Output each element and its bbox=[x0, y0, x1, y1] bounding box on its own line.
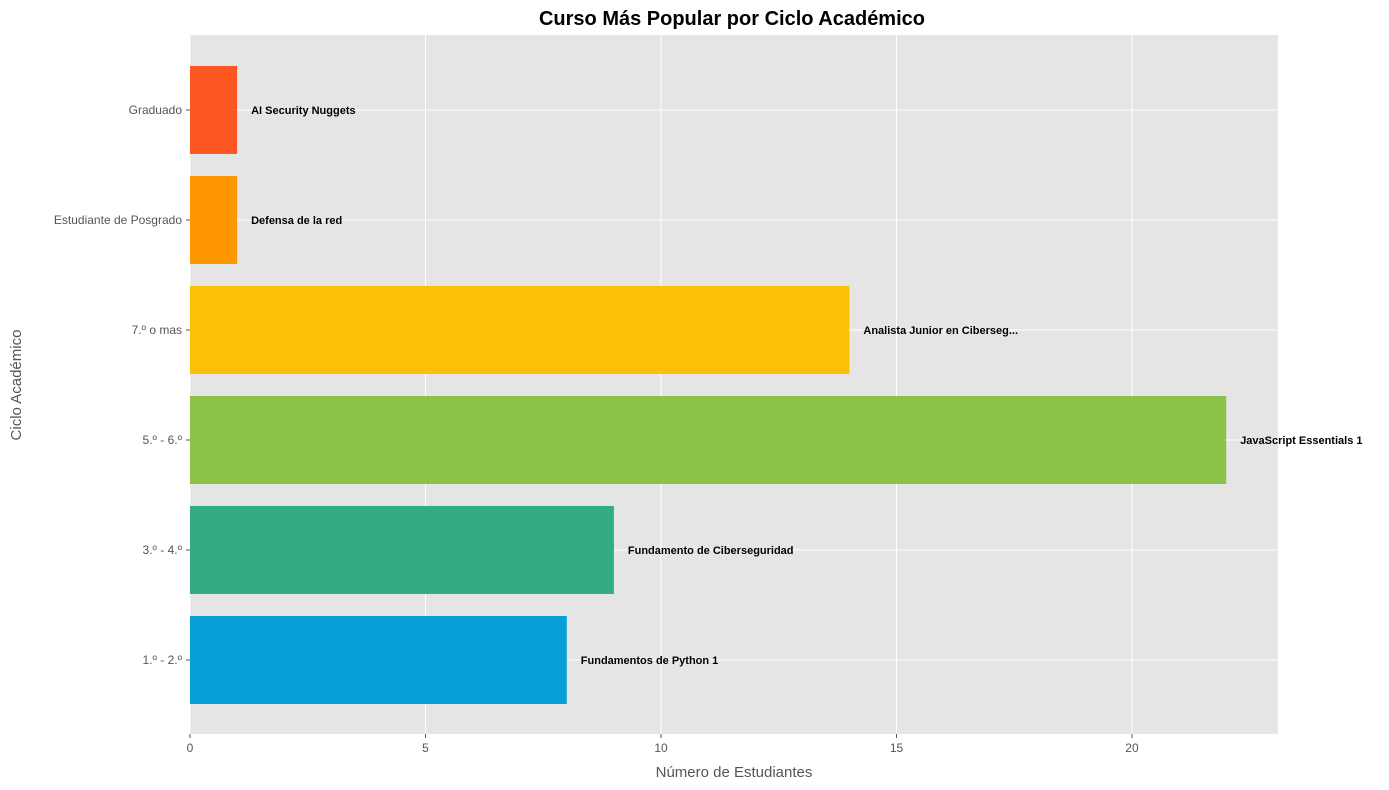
y-tick-label: 1.º - 2.º bbox=[143, 653, 183, 667]
bar bbox=[190, 616, 567, 704]
y-axis-ticks: 1.º - 2.º 3.º - 4.º 5.º - 6.º 7.º o mas Estu… bbox=[54, 103, 190, 667]
y-axis-label: Ciclo Académico bbox=[8, 330, 25, 441]
bar bbox=[190, 176, 238, 264]
bar-label: Fundamentos de Python 1 bbox=[581, 655, 719, 667]
x-tick-label: 10 bbox=[654, 741, 668, 755]
x-tick-label: 20 bbox=[1125, 741, 1139, 755]
y-tick-label: Graduado bbox=[129, 103, 183, 117]
bar-label: Defensa de la red bbox=[251, 215, 342, 227]
y-tick-label: 5.º - 6.º bbox=[143, 433, 183, 447]
bar bbox=[190, 396, 1227, 484]
bars bbox=[190, 66, 1227, 704]
bar-label: Analista Junior en Ciberseg... bbox=[863, 325, 1018, 337]
chart-title: Curso Más Popular por Ciclo Académico bbox=[539, 8, 925, 30]
bar bbox=[190, 286, 850, 374]
y-tick-label: Estudiante de Posgrado bbox=[54, 213, 182, 227]
x-axis-ticks: 0 5 10 15 20 bbox=[187, 734, 1139, 755]
bar-labels: Fundamentos de Python 1 Fundamento de Cib… bbox=[251, 105, 1362, 667]
x-tick-label: 0 bbox=[187, 741, 194, 755]
bar-label: AI Security Nuggets bbox=[251, 105, 356, 117]
y-tick-label: 3.º - 4.º bbox=[143, 543, 183, 557]
bar-label: JavaScript Essentials 1 bbox=[1240, 435, 1362, 447]
x-tick-label: 5 bbox=[422, 741, 429, 755]
bar bbox=[190, 66, 238, 154]
x-tick-label: 15 bbox=[890, 741, 904, 755]
bar-label: Fundamento de Ciberseguridad bbox=[628, 545, 794, 557]
y-tick-label: 7.º o mas bbox=[132, 323, 182, 337]
bar bbox=[190, 506, 614, 594]
x-axis-label: Número de Estudiantes bbox=[656, 764, 813, 781]
